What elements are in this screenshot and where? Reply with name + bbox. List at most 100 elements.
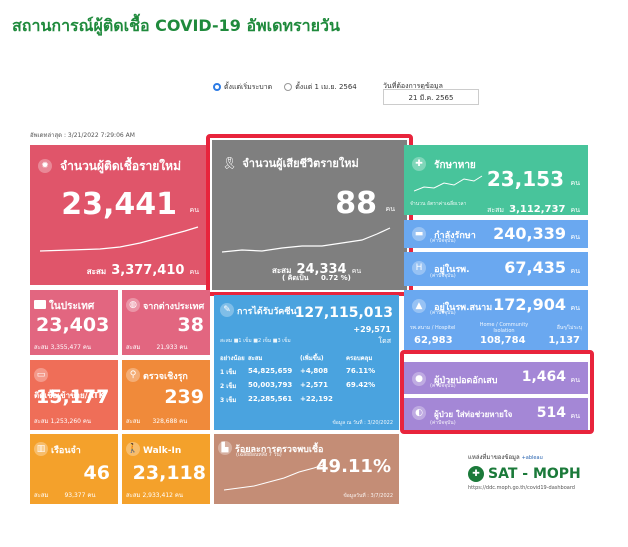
in-hospital-tile: H อยู่ในรพ. (ค่าปัจจุบัน) 67,435 คน [404, 252, 588, 286]
vaccine-legend-3: 3 เข็ม [277, 338, 291, 344]
domestic-cumulative-label: สะสม [34, 344, 49, 351]
test-positive-date-note: ข้อมูลวันที่ : 3/7/2022 [343, 493, 393, 499]
critical-highlight-frame [400, 350, 594, 434]
data-source: แหล่งที่มาของข้อมูล +ableau ✚ SAT - MOPH … [468, 452, 581, 491]
walkin-cumulative: 2,933,412 [142, 492, 173, 499]
new-cases-cumulative-label: สะสม [86, 267, 107, 276]
vaccine-header-dose: อย่างน้อย [220, 355, 245, 362]
prison-value: 46 [83, 462, 110, 484]
vaccine-row-increase: +2,571 [300, 381, 329, 389]
imported-cumulative-label: สะสม [126, 344, 141, 351]
ventilator-tile: ◐ ผู้ป่วย ใส่ท่อช่วยหายใจ (ค่าปัจจุบัน) … [404, 398, 588, 430]
new-cases-tile: ✹ จำนวนผู้ติดเชื้อรายใหม่ 23,441 คน สะสม… [30, 145, 207, 285]
in-hospital-label: อยู่ในรพ. [434, 265, 470, 275]
page-title: สถานการณ์ผู้ติดเชื้อ COVID-19 อัพเดทรายว… [12, 16, 340, 35]
walkin-cumulative-unit: คน [174, 492, 184, 499]
in-hospital-value: 67,435 [504, 258, 566, 277]
vaccine-legend-1: 1 เข็ม [238, 338, 252, 344]
option-since-outbreak[interactable]: ตั้งแต่เริ่มระบาด [213, 82, 272, 93]
recovered-label: รักษาหาย [434, 160, 476, 171]
domestic-tile: ในประเทศ 23,403 สะสม 3,355,477 คน [30, 290, 118, 355]
domestic-label: ในประเทศ [49, 301, 95, 312]
option-since-outbreak-label: ตั้งแต่เริ่มระบาด [224, 83, 273, 91]
domestic-cumulative-unit: คน [82, 344, 92, 351]
option-since-apr[interactable]: ตั้งแต่ 1 เม.ย. 2564 [284, 82, 357, 93]
new-cases-value: 23,441 [61, 187, 177, 222]
in-treatment-label: กำลังรักษา [434, 231, 476, 241]
in-treatment-value: 240,339 [493, 224, 566, 243]
walkin-value: 23,118 [132, 462, 206, 484]
vaccine-row-coverage: 76.11% [346, 367, 376, 375]
new-cases-label: จำนวนผู้ติดเชื้อรายใหม่ [60, 159, 181, 173]
option-since-apr-label: ตั้งแต่ 1 เม.ย. 2564 [295, 83, 357, 91]
ventilator-label: ผู้ป่วย ใส่ท่อช่วยหายใจ [434, 410, 513, 419]
moph-logo-icon: ✚ [468, 466, 484, 482]
vaccine-header-total: สะสม [248, 355, 263, 362]
death-rate-label: ( คิดเป็น [282, 274, 309, 282]
recovered-sparkline [414, 175, 483, 192]
source-url[interactable]: https://ddc.moph.go.th/covid19-dashboard [468, 485, 575, 491]
test-positive-sub: (เฉลี่ยย้อนหลัง 7 วัน) [236, 452, 282, 458]
date-input[interactable]: 21 มี.ค. 2565 [383, 89, 479, 105]
vaccine-legend-label: สะสม [220, 338, 233, 344]
atk-tile: ▭ ติดเชื้อเข้าข่าย/ATK 15,177 สะสม 1,253,… [30, 360, 118, 430]
field-hospital-tile: ▲ อยู่ในรพ.สนาม (ค่าปัจจุบัน) 172,904 คน… [404, 290, 588, 350]
ventilator-icon: ◐ [412, 405, 426, 420]
vaccine-total: 127,115,013 [294, 305, 393, 321]
vaccine-table: อย่างน้อย สะสม (เพิ่มขึ้น) ครอบคลุม 1 เข… [220, 353, 395, 405]
recovered-cumulative-unit: คน [570, 206, 580, 214]
in-treatment-unit: คน [570, 233, 580, 241]
active-search-cumulative: 328,688 [152, 418, 178, 425]
test-positive-tile: ▙ ร้อยละการตรวจพบเชื้อ (เฉลี่ยย้อนหลัง 7 … [214, 434, 399, 504]
walkin-label: Walk-In [143, 446, 182, 456]
vaccine-row-dose: 1 เข็ม [220, 369, 237, 376]
recovered-value: 23,153 [486, 167, 564, 191]
vaccine-row-dose: 2 เข็ม [220, 383, 237, 390]
radio-selected-icon[interactable] [213, 83, 221, 91]
severe-lung-tile: ● ผู้ป่วยปอดอักเสบ (ค่าปัจจุบัน) 1,464 ค… [404, 362, 588, 394]
imported-cumulative-unit: คน [179, 344, 188, 351]
vaccine-header-coverage: ครอบคลุม [346, 355, 373, 362]
walkin-cumulative-label: สะสม [126, 492, 141, 499]
vaccine-row-total: 54,825,659 [248, 367, 293, 375]
vaccine-dose-unit: โดส [378, 337, 391, 345]
date-label: วันที่ต้องการดูข้อมูล [383, 82, 443, 90]
vaccine-legend: สะสม ■1 เข็ม ■2 เข็ม ■3 เข็ม [220, 338, 291, 344]
new-cases-sparkline [40, 226, 199, 252]
virus-icon: ✹ [38, 158, 52, 173]
new-deaths-label: จำนวนผู้เสียชีวิตรายใหม่ [242, 157, 359, 170]
in-treatment-sub: (ค่าปัจจุบัน) [430, 238, 456, 244]
prison-cumulative: 93,377 [64, 492, 86, 499]
plus-icon: ✚ [412, 156, 426, 171]
atk-cumulative-label: สะสม [34, 418, 49, 425]
ventilator-unit: คน [570, 412, 580, 420]
test-positive-label: ร้อยละการตรวจพบเชื้อ [235, 445, 324, 455]
recovered-cumulative-label: สะสม [487, 206, 505, 214]
prison-tile: ▥ เรือนจำ 46 สะสม 93,377 คน [30, 434, 118, 504]
new-deaths-cumulative-unit: คน [351, 267, 362, 275]
field-hospital-label: อยู่ในรพ.สนาม [434, 303, 493, 313]
date-mode-filter: ตั้งแต่เริ่มระบาด ตั้งแต่ 1 เม.ย. 2564 [213, 82, 357, 93]
recovered-tile: ✚ รักษาหาย 23,153 คน จำนวน อัตราค่าเฉลี่… [404, 145, 588, 215]
radio-unselected-icon[interactable] [284, 83, 293, 91]
recovered-cumulative: 3,112,737 [509, 204, 566, 215]
prison-cumulative-label: สะสม [34, 492, 49, 499]
prison-icon: ▥ [34, 441, 48, 456]
vaccine-row-coverage [346, 395, 386, 405]
source-name: SAT - MOPH [488, 466, 581, 482]
tableau-logo: +ableau [521, 455, 543, 461]
ribbon-icon: 🎗 [222, 156, 238, 170]
in-hospital-unit: คน [570, 267, 580, 275]
hospital-icon: H [412, 260, 426, 275]
test-kit-icon: ▭ [34, 367, 48, 382]
active-search-cumulative-label: สะสม [126, 418, 141, 425]
atk-value: 15,177 [36, 386, 110, 408]
test-positive-sparkline [224, 464, 324, 491]
field-col3-label: อื่นๆ/ไม่ระบุ [556, 325, 582, 331]
domestic-value: 23,403 [36, 314, 110, 336]
imported-cumulative: 21,933 [156, 344, 178, 351]
new-deaths-cumulative: 24,334 [296, 262, 347, 277]
new-cases-cumulative: 3,377,410 [111, 263, 185, 278]
active-search-tile: ⚲ ตรวจเชิงรุก 239 สะสม 328,688 คน [122, 360, 210, 430]
field-hospital-unit: คน [570, 304, 580, 312]
